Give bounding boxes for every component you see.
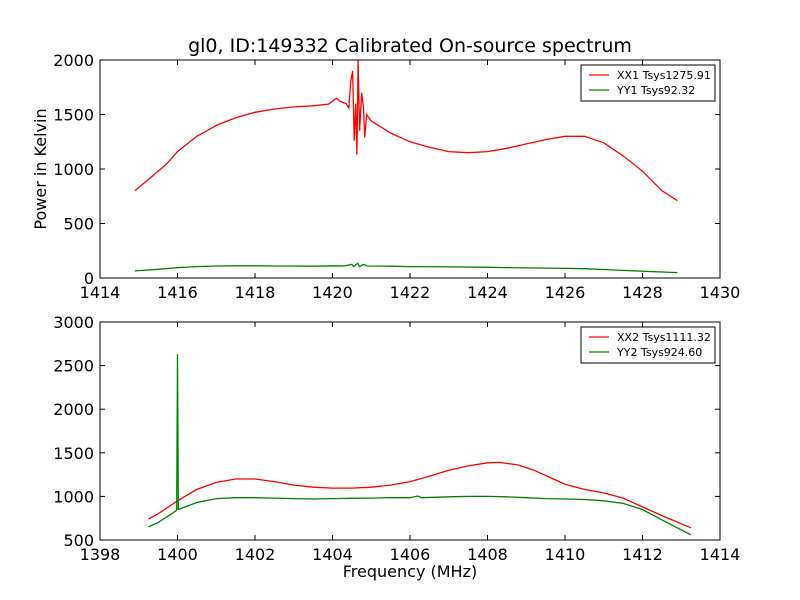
- x-tick-label: 1408: [467, 545, 508, 564]
- x-tick-label: 1418: [235, 283, 276, 302]
- x-tick-label: 1414: [700, 545, 741, 564]
- x-tick-label: 1430: [700, 283, 741, 302]
- y-tick-label: 1500: [53, 444, 94, 463]
- y-tick-label: 2000: [53, 400, 94, 419]
- legend: XX1 Tsys1275.91 YY1 Tsys92.32: [580, 64, 716, 102]
- y-tick-label: 3000: [53, 313, 94, 332]
- series-line-1-2: [134, 262, 678, 274]
- y-tick-label: 2000: [53, 51, 94, 70]
- series-line-2-2: [148, 354, 692, 536]
- x-axis-label: Frequency (MHz): [343, 562, 477, 581]
- legend-label: YY2 Tsys924.60: [616, 346, 702, 359]
- x-tick-label: 1414: [80, 283, 121, 302]
- legend-label: XX2 Tsys1111.32: [617, 331, 711, 344]
- figure-title: gl0, ID:149332 Calibrated On-source spec…: [188, 35, 632, 57]
- y-tick-label: 500: [63, 215, 94, 234]
- x-tick-label: 1416: [157, 283, 198, 302]
- x-tick-label: 1410: [545, 545, 586, 564]
- x-tick-label: 1426: [545, 283, 586, 302]
- y-tick-label: 2500: [53, 357, 94, 376]
- y-tick-label: 1000: [53, 160, 94, 179]
- legend-box: [580, 326, 716, 364]
- series-line-2-1: [148, 461, 692, 529]
- y-tick-label: 0: [84, 269, 94, 288]
- top-panel: 1414 1416 1418 1420 1422 1424 1426 1428 1430 0 500…: [31, 51, 740, 302]
- series-line-1-1: [134, 59, 678, 202]
- x-tick-label: 1422: [390, 283, 431, 302]
- legend-label: XX1 Tsys1275.91: [617, 69, 711, 82]
- x-tick-label: 1402: [235, 545, 276, 564]
- x-tick-label: 1398: [80, 545, 121, 564]
- legend-box: [580, 64, 716, 102]
- legend: XX2 Tsys1111.32 YY2 Tsys924.60: [580, 326, 716, 364]
- x-tick-label: 1428: [622, 283, 663, 302]
- bottom-panel: 1398 1400 1402 1404 1406 1408 1410 1412 1414 500 1…: [53, 313, 740, 581]
- y-axis-label: Power in Kelvin: [31, 108, 50, 229]
- x-tick-label: 1406: [390, 545, 431, 564]
- y-tick-label: 1000: [53, 487, 94, 506]
- x-tick-label: 1420: [312, 283, 353, 302]
- x-tick-label: 1404: [312, 545, 353, 564]
- legend-label: YY1 Tsys92.32: [616, 84, 695, 97]
- x-tick-label: 1400: [157, 545, 198, 564]
- y-tick-label: 1500: [53, 106, 94, 125]
- y-tick-label: 500: [63, 531, 94, 550]
- x-tick-label: 1412: [622, 545, 663, 564]
- x-tick-label: 1424: [467, 283, 508, 302]
